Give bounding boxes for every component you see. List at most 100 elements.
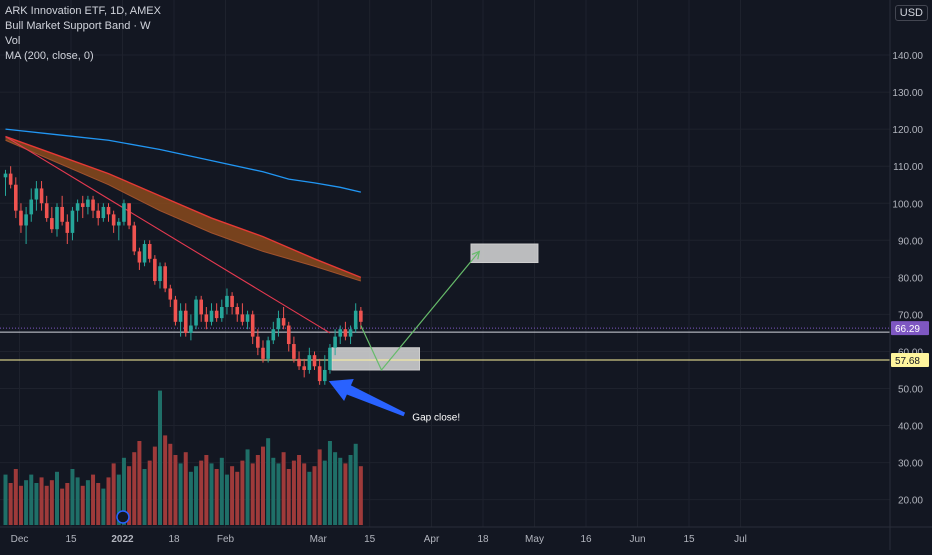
volume-bar <box>333 452 338 525</box>
candle <box>147 240 152 263</box>
ma200-line[interactable] <box>5 128 361 193</box>
price-tick-label: 40.00 <box>898 422 923 433</box>
candle <box>127 203 131 230</box>
volume-bar <box>70 469 75 525</box>
candle <box>86 195 90 215</box>
candle-body <box>34 188 39 200</box>
target-zone-1[interactable] <box>470 243 539 264</box>
volume-bar <box>121 457 126 525</box>
volume-bar <box>111 463 116 525</box>
candle <box>286 321 291 352</box>
symbol-title[interactable]: ARK Innovation ETF, 1D, AMEX <box>5 5 161 17</box>
candle <box>220 299 224 322</box>
price-tick-label: 90.00 <box>898 236 923 247</box>
candle <box>317 358 322 385</box>
price-badge-text: 57.68 <box>895 356 920 367</box>
volume-bar <box>338 457 343 525</box>
volume-bar <box>240 460 245 525</box>
support-band-lower-line <box>5 139 362 282</box>
candle <box>348 325 353 345</box>
projection-path[interactable] <box>360 251 480 372</box>
price-tick-label: 70.00 <box>898 310 923 321</box>
volume-bar <box>183 452 188 525</box>
volume-bar <box>188 471 193 525</box>
candle <box>204 306 209 330</box>
volume-bar <box>3 474 8 525</box>
volume-bar <box>348 455 353 525</box>
candle <box>75 199 80 222</box>
candle-body <box>281 318 286 326</box>
time-tick-label: 15 <box>364 534 376 545</box>
candle-body <box>111 214 116 226</box>
support-band-upper-line <box>5 135 362 279</box>
candle <box>235 303 240 322</box>
descending-trendline[interactable] <box>5 136 331 334</box>
candle <box>122 199 126 226</box>
time-tick-label: May <box>525 534 544 545</box>
time-tick-label: Dec <box>11 534 29 545</box>
candle-body <box>50 218 54 230</box>
volume-bar <box>261 446 265 525</box>
candle <box>178 303 183 337</box>
candle <box>117 218 121 241</box>
dividend-marker[interactable] <box>116 510 130 524</box>
price-badge <box>891 321 929 336</box>
candle-body <box>96 210 100 219</box>
candle <box>225 288 229 315</box>
candle <box>132 221 137 256</box>
candle <box>250 310 255 345</box>
volume-bar <box>302 463 307 525</box>
volume-bar <box>152 446 157 525</box>
candle-body <box>312 355 317 367</box>
candle-body <box>235 306 240 315</box>
indicator-ma200[interactable]: MA (200, close, 0) <box>5 50 94 62</box>
candle-body <box>29 199 34 215</box>
candle-body <box>153 258 157 282</box>
candle-body <box>271 329 276 341</box>
candle-body <box>338 329 343 337</box>
volume-bar <box>132 452 137 525</box>
volume-bar <box>271 457 276 525</box>
candle <box>60 195 64 226</box>
candle-body <box>307 355 312 370</box>
candle <box>199 295 203 322</box>
candle <box>194 295 198 330</box>
candle-body <box>19 210 23 226</box>
volume-bar <box>266 438 271 525</box>
candle-body <box>328 347 332 370</box>
volume-bar <box>106 477 111 525</box>
price-tick-label: 20.00 <box>898 496 923 507</box>
currency-selector[interactable]: USD <box>894 5 928 21</box>
candle <box>214 303 219 322</box>
time-tick-label: 18 <box>168 534 180 545</box>
volume-bar <box>39 477 44 525</box>
indicator-volume[interactable]: Vol <box>5 35 21 47</box>
candle-body <box>225 295 229 307</box>
indicator-support-band[interactable]: Bull Market Support Band · W <box>5 20 151 32</box>
candle <box>338 325 343 345</box>
gap-close-arrow[interactable] <box>328 379 406 417</box>
volume-bar <box>8 483 13 525</box>
candle <box>271 321 276 345</box>
candle <box>101 203 106 222</box>
volume-bar <box>65 483 70 525</box>
volume-bar <box>224 474 229 525</box>
candle <box>106 203 111 222</box>
candle-body <box>245 314 250 322</box>
candle-body <box>256 336 260 348</box>
price-tick-label: 30.00 <box>898 459 923 470</box>
gap-close-annotation[interactable]: Gap close! <box>412 412 460 423</box>
candle-body <box>189 325 193 333</box>
volume-bar <box>101 488 106 525</box>
volume-bar <box>44 485 49 525</box>
candle-body <box>86 199 90 207</box>
candle-body <box>122 203 126 222</box>
candle-body <box>297 358 301 367</box>
price-tick-label: 130.00 <box>892 88 923 99</box>
volume-bar <box>353 443 358 525</box>
candle <box>14 177 18 219</box>
candle-body <box>261 347 265 359</box>
candle-body <box>194 299 198 326</box>
